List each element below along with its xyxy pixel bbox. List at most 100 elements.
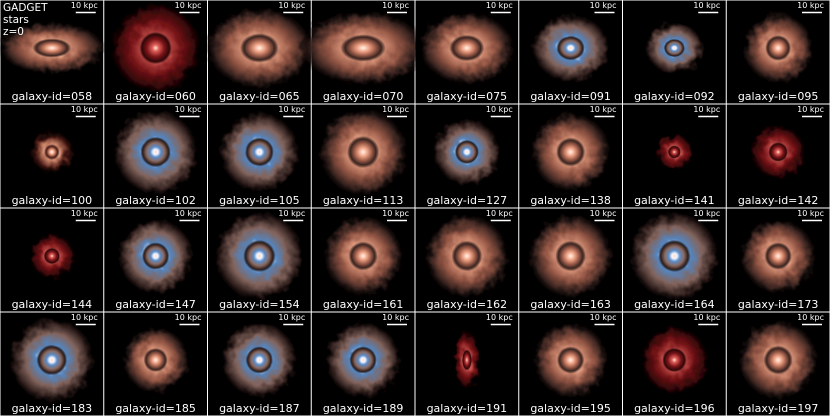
galaxy-panel: 10 kpc galaxy-id=154 [208, 208, 311, 312]
galaxy-panel: 10 kpc galaxy-id=058 [0, 0, 108, 104]
scale-label: 10 kpc [693, 313, 720, 322]
galaxy-label: galaxy-id=185 [115, 402, 196, 415]
galaxy-panel: 10 kpc galaxy-id=163 [519, 208, 622, 312]
galaxy-core [348, 241, 378, 271]
scale-label: 10 kpc [693, 105, 720, 114]
galaxy-panel: 10 kpc galaxy-id=161 [311, 208, 415, 312]
galaxy-label: galaxy-id=183 [12, 402, 93, 415]
galaxy-label: galaxy-id=113 [323, 194, 404, 207]
galaxy-core [764, 242, 792, 270]
header-line: GADGET [3, 2, 48, 14]
galaxy-panel: 10 kpc galaxy-id=102 [104, 104, 207, 208]
galaxy-label: galaxy-id=142 [738, 194, 819, 207]
galaxy-core [43, 247, 60, 265]
galaxy-core [658, 239, 691, 273]
galaxy-label: galaxy-id=060 [115, 90, 196, 103]
scale-label: 10 kpc [175, 1, 202, 10]
galaxy-label: galaxy-id=070 [323, 90, 404, 103]
galaxy-core [454, 139, 479, 165]
galaxy-label: galaxy-id=144 [12, 298, 93, 311]
galaxy-label: galaxy-id=095 [738, 90, 819, 103]
galaxy-panel: 10 kpc galaxy-id=142 [726, 104, 830, 208]
galaxy-label: galaxy-id=163 [530, 298, 611, 311]
galaxy-panel: 10 kpc galaxy-id=105 [208, 104, 311, 208]
scale-label: 10 kpc [382, 209, 409, 218]
galaxy-panel: 10 kpc galaxy-id=195 [519, 312, 622, 416]
galaxy-core [245, 346, 274, 374]
galaxy-label: galaxy-id=092 [634, 90, 715, 103]
galaxy-panel: 10 kpc galaxy-id=189 [311, 312, 415, 416]
scale-label: 10 kpc [71, 105, 98, 114]
galaxy-panel: 10 kpc galaxy-id=144 [0, 208, 104, 312]
galaxy-label: galaxy-id=162 [427, 298, 508, 311]
galaxy-core [556, 346, 585, 374]
galaxy-core [462, 349, 472, 371]
scale-label: 10 kpc [278, 1, 305, 10]
scale-label: 10 kpc [382, 105, 409, 114]
galaxy-panel: 10 kpc galaxy-id=141 [623, 104, 726, 208]
galaxy-core [765, 35, 792, 61]
galaxy-core [240, 33, 279, 63]
scale-label: 10 kpc [693, 1, 720, 10]
galaxy-panel: 10 kpc galaxy-id=164 [623, 208, 726, 312]
galaxy-core [663, 38, 686, 58]
galaxy-label: galaxy-id=065 [219, 90, 300, 103]
scale-label: 10 kpc [486, 105, 513, 114]
galaxy-panel: 10 kpc galaxy-id=162 [415, 208, 519, 312]
galaxy-core [143, 347, 168, 373]
galaxy-label: galaxy-id=191 [427, 402, 508, 415]
galaxy-label: galaxy-id=161 [323, 298, 404, 311]
galaxy-label: galaxy-id=102 [115, 194, 196, 207]
galaxy-core [662, 347, 687, 373]
galaxy-label: galaxy-id=154 [219, 298, 300, 311]
galaxy-panel: 10 kpc galaxy-id=196 [623, 312, 726, 416]
galaxy-label: galaxy-id=173 [738, 298, 819, 311]
galaxy-label: galaxy-id=091 [530, 90, 611, 103]
galaxy-panel: 10 kpc galaxy-id=075 [415, 0, 519, 104]
scale-label: 10 kpc [175, 105, 202, 114]
galaxy-core [556, 137, 586, 167]
galaxy-panel: 10 kpc galaxy-id=092 [623, 0, 726, 104]
galaxy-core [340, 34, 386, 62]
galaxy-core [449, 34, 485, 62]
galaxy-core [139, 31, 172, 65]
scale-label: 10 kpc [278, 313, 305, 322]
galaxy-panel: 10 kpc galaxy-id=091 [519, 0, 622, 104]
scale-label: 10 kpc [486, 1, 513, 10]
galaxy-panel: 10 kpc galaxy-id=173 [726, 208, 830, 312]
galaxy-label: galaxy-id=189 [323, 402, 404, 415]
galaxy-label: galaxy-id=058 [12, 90, 93, 103]
galaxy-label: galaxy-id=147 [115, 298, 196, 311]
galaxy-core [451, 240, 483, 272]
scale-label: 10 kpc [486, 313, 513, 322]
scale-label: 10 kpc [71, 209, 98, 218]
galaxy-core [556, 35, 585, 61]
galaxy-panel: 10 kpc galaxy-id=065 [204, 0, 315, 104]
galaxy-core [349, 346, 377, 374]
scale-label: 10 kpc [486, 209, 513, 218]
galaxy-panel: 10 kpc galaxy-id=127 [415, 104, 519, 208]
scale-label: 10 kpc [797, 209, 824, 218]
scale-label: 10 kpc [382, 1, 409, 10]
galaxy-label: galaxy-id=141 [634, 194, 715, 207]
galaxy-panel: 10 kpc galaxy-id=185 [104, 312, 207, 416]
galaxy-core [768, 142, 788, 162]
scale-label: 10 kpc [693, 209, 720, 218]
header-line: stars [3, 14, 29, 26]
galaxy-label: galaxy-id=138 [530, 194, 611, 207]
scale-label: 10 kpc [590, 105, 617, 114]
scale-label: 10 kpc [590, 313, 617, 322]
galaxy-panel: 10 kpc galaxy-id=197 [726, 312, 830, 416]
galaxy-label: galaxy-id=187 [219, 402, 300, 415]
scale-label: 10 kpc [590, 1, 617, 10]
galaxy-panel: 10 kpc galaxy-id=183 [0, 312, 104, 416]
galaxy-label: galaxy-id=100 [12, 194, 93, 207]
galaxy-label: galaxy-id=127 [427, 194, 508, 207]
galaxy-label: galaxy-id=164 [634, 298, 715, 311]
galaxy-core [244, 137, 274, 167]
galaxy-core [140, 136, 171, 168]
galaxy-core [667, 145, 681, 159]
scale-label: 10 kpc [797, 1, 824, 10]
galaxy-label: galaxy-id=197 [738, 402, 819, 415]
